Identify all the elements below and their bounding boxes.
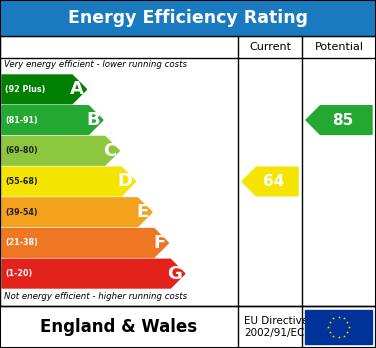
Text: (69-80): (69-80) [5, 146, 38, 155]
Polygon shape [2, 106, 103, 134]
Polygon shape [2, 75, 86, 104]
Text: A: A [70, 80, 83, 98]
Bar [0, 36, 376, 306]
Text: Not energy efficient - higher running costs: Not energy efficient - higher running co… [4, 292, 187, 301]
Polygon shape [2, 167, 136, 196]
Text: E: E [137, 203, 149, 221]
Text: 85: 85 [332, 112, 353, 128]
Bar [0, 0, 376, 36]
Text: Current: Current [249, 42, 291, 52]
Text: B: B [86, 111, 100, 129]
Text: C: C [103, 142, 116, 160]
Text: (39-54): (39-54) [5, 208, 38, 217]
Bar [305, 310, 372, 344]
Polygon shape [2, 259, 185, 288]
Text: G: G [167, 264, 182, 283]
Text: England & Wales: England & Wales [41, 318, 197, 336]
Text: (1-20): (1-20) [5, 269, 32, 278]
Text: Very energy efficient - lower running costs: Very energy efficient - lower running co… [4, 60, 187, 69]
Text: (21-38): (21-38) [5, 238, 38, 247]
Text: (92 Plus): (92 Plus) [5, 85, 45, 94]
Text: F: F [153, 234, 165, 252]
Text: 2002/91/EC: 2002/91/EC [244, 328, 305, 338]
Bar [0, 306, 376, 348]
Text: EU Directive: EU Directive [244, 316, 308, 326]
Text: (55-68): (55-68) [5, 177, 38, 186]
Text: Potential: Potential [314, 42, 364, 52]
Polygon shape [306, 106, 372, 134]
Text: Energy Efficiency Rating: Energy Efficiency Rating [68, 9, 308, 27]
Polygon shape [2, 136, 119, 165]
Text: (81-91): (81-91) [5, 116, 38, 125]
Polygon shape [2, 198, 152, 227]
Text: 64: 64 [263, 174, 284, 189]
Polygon shape [2, 229, 168, 257]
Polygon shape [242, 167, 298, 196]
Text: D: D [118, 173, 133, 190]
